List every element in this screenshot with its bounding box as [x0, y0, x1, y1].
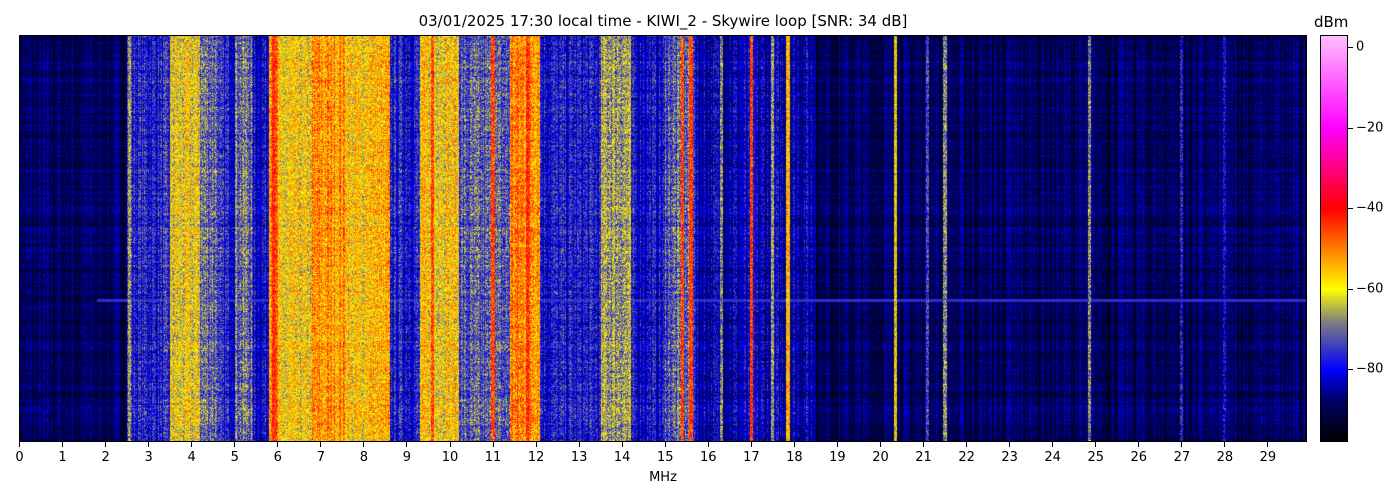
x-tick-label: 23 [1001, 450, 1018, 465]
x-tick-mark [148, 442, 150, 447]
x-tick-label: 2 [101, 450, 110, 465]
x-tick-mark [320, 442, 322, 447]
x-tick-mark [1095, 442, 1097, 447]
x-tick-mark [1052, 442, 1054, 447]
x-tick-label: 14 [613, 450, 631, 465]
colorbar-tick-label: −80 [1356, 361, 1384, 377]
x-tick-label: 9 [402, 450, 412, 465]
x-tick-label: 20 [872, 450, 889, 465]
colorbar-tick-label: −20 [1356, 120, 1384, 136]
x-tick-mark [750, 442, 752, 447]
waterfall-heatmap [19, 35, 1307, 442]
x-tick-label: 18 [786, 450, 803, 465]
x-tick-label: 27 [1173, 450, 1191, 465]
x-tick-mark [578, 442, 580, 447]
x-tick-label: 10 [441, 450, 459, 465]
x-tick-label: 11 [484, 450, 502, 465]
x-tick-mark [62, 442, 64, 447]
x-tick-label: 12 [527, 450, 545, 465]
x-tick-mark [621, 442, 623, 447]
x-tick-mark [535, 442, 537, 447]
x-tick-label: 15 [656, 450, 674, 465]
x-tick-mark [234, 442, 236, 447]
x-tick-mark [966, 442, 968, 447]
x-tick-label: 13 [570, 450, 588, 465]
x-tick-label: 1 [58, 450, 67, 465]
x-tick-label: 29 [1259, 450, 1277, 465]
x-tick-mark [923, 442, 925, 447]
x-tick-label: 0 [15, 450, 24, 465]
x-tick-mark [363, 442, 365, 447]
x-tick-mark [1224, 442, 1226, 447]
colorbar-tick-mark [1348, 127, 1353, 129]
colorbar-tick-label: −40 [1356, 200, 1384, 216]
x-tick-mark [1009, 442, 1011, 447]
x-tick-label: 24 [1044, 450, 1061, 465]
x-tick-label: 25 [1087, 450, 1105, 465]
chart-title: 03/01/2025 17:30 local time - KIWI_2 - S… [418, 12, 908, 30]
x-tick-mark [105, 442, 107, 447]
x-tick-mark [449, 442, 451, 447]
x-tick-label: 16 [700, 450, 717, 465]
x-tick-label: 22 [958, 450, 975, 465]
x-tick-mark [1267, 442, 1269, 447]
x-tick-label: 28 [1216, 450, 1234, 465]
plot-frame [19, 35, 1307, 442]
x-tick-mark [836, 442, 838, 447]
x-tick-mark [191, 442, 193, 447]
x-tick-label: 17 [743, 450, 760, 465]
x-tick-label: 26 [1130, 450, 1148, 465]
x-tick-label: 3 [144, 450, 153, 465]
colorbar [1320, 35, 1348, 442]
x-tick-mark [19, 442, 20, 447]
x-tick-label: 5 [230, 450, 239, 465]
x-tick-label: 21 [915, 450, 932, 465]
colorbar-tick-mark [1348, 47, 1353, 49]
x-tick-label: 8 [359, 450, 369, 465]
x-tick-mark [880, 442, 881, 447]
colorbar-tick-label: −60 [1356, 281, 1384, 297]
x-tick-mark [406, 442, 408, 447]
colorbar-tick-mark [1348, 288, 1353, 290]
x-tick-mark [664, 442, 666, 447]
colorbar-tick-mark [1348, 369, 1353, 371]
colorbar-tick-label: 0 [1356, 39, 1365, 55]
x-tick-mark [1138, 442, 1140, 447]
x-tick-mark [707, 442, 709, 447]
x-tick-label: 19 [829, 450, 846, 465]
colorbar-tick-mark [1348, 208, 1353, 210]
colorbar-label: dBm [1314, 13, 1349, 31]
x-tick-mark [277, 442, 279, 447]
x-tick-label: 7 [316, 450, 325, 465]
x-tick-mark [793, 442, 795, 447]
x-tick-label: 6 [273, 450, 282, 465]
x-tick-label: 4 [187, 450, 196, 465]
colorbar-frame [1320, 35, 1348, 442]
x-axis-label: MHz [649, 470, 677, 485]
x-tick-mark [492, 442, 494, 447]
x-tick-mark [1181, 442, 1183, 447]
